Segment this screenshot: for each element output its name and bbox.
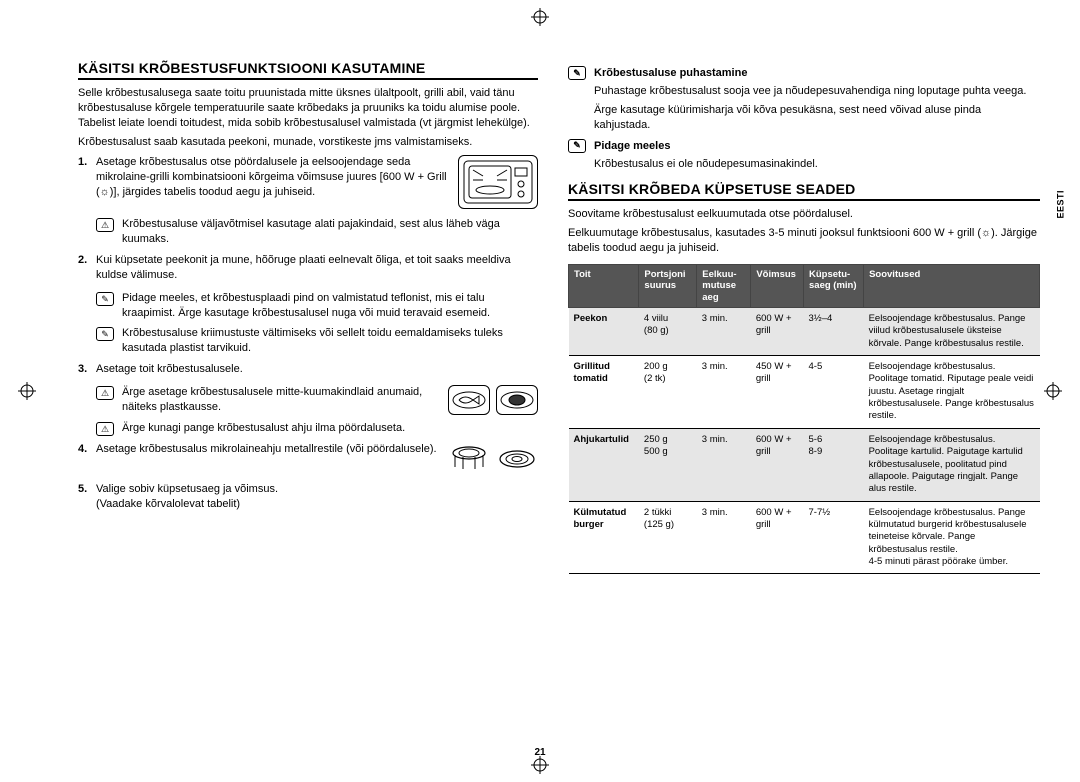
instruction-steps: Asetage krõbestusalus otse pöördalusele …	[78, 155, 538, 209]
table-row: Ahjukartulid 250 g 500 g 3 min. 600 W + …	[569, 428, 1040, 501]
cell-tips: Eelsoojendage krõbestusalus. Poolitage t…	[864, 356, 1040, 429]
note-plastic-utensils-text: Krõbestusaluse kriimustuste vältimiseks …	[122, 326, 538, 356]
cell-food: Grillitud tomatid	[569, 356, 639, 429]
section-heading-crisp-function: KÄSITSI KRÕBESTUSFUNKTSIOONI KASUTAMINE	[78, 60, 538, 80]
step-3: Asetage toit krõbestusalusele.	[78, 362, 538, 377]
warning-hot-plate-text: Krõbestusaluse väljavõtmisel kasutage al…	[122, 217, 538, 247]
note-icon: ✎	[568, 139, 586, 153]
step-1-text: Asetage krõbestusalus otse pöördalusele …	[96, 155, 448, 200]
note-icon: ✎	[568, 66, 586, 80]
cell-portion: 2 tükki (125 g)	[639, 501, 697, 574]
warning-no-plastic: ⚠ Ärge asetage krõbestusalusele mitte-ku…	[78, 385, 538, 415]
step-1: Asetage krõbestusalus otse pöördalusele …	[78, 155, 538, 209]
cell-time: 5-6 8-9	[804, 428, 864, 501]
registration-mark-left	[18, 382, 36, 400]
cell-portion: 4 viilu (80 g)	[639, 308, 697, 356]
th-preheat: Eelkuu-mutuse aeg	[697, 264, 751, 307]
language-tab: EESTI	[1056, 190, 1066, 219]
cell-tips: Eelsoojendage krõbestusalus. Pange külmu…	[864, 501, 1040, 574]
illustration-dish-bowl	[496, 385, 538, 415]
column-left: KÄSITSI KRÕBESTUSFUNKTSIOONI KASUTAMINE …	[78, 60, 538, 574]
intro-paragraph-2: Krõbestusalust saab kasutada peekoni, mu…	[78, 135, 538, 150]
intro-paragraph-1: Selle krõbestusalusega saate toitu pruun…	[78, 86, 538, 131]
cell-time: 3½–4	[804, 308, 864, 356]
registration-mark-bottom	[531, 756, 549, 774]
page-content: KÄSITSI KRÕBESTUSFUNKTSIOONI KASUTAMINE …	[0, 0, 1080, 604]
cell-portion: 250 g 500 g	[639, 428, 697, 501]
cell-preheat: 3 min.	[697, 308, 751, 356]
subheading-remember: ✎ Pidage meeles	[568, 139, 1040, 153]
instruction-steps-cont3: Asetage krõbestusalus mikrolaineahju met…	[78, 442, 538, 512]
warning-hot-plate: ⚠ Krõbestusaluse väljavõtmisel kasutage …	[78, 217, 538, 247]
column-right: ✎ Krõbestusaluse puhastamine Puhastage k…	[568, 60, 1040, 574]
note-teflon-text: Pidage meeles, et krõbestusplaadi pind o…	[122, 291, 538, 321]
cell-power: 600 W + grill	[751, 308, 804, 356]
cooking-settings-table: Toit Portsjoni suurus Eelkuu-mutuse aeg …	[568, 264, 1040, 574]
cell-food: Külmutatud burger	[569, 501, 639, 574]
settings-intro-2: Eelkuumutage krõbestusalus, kasutades 3-…	[568, 226, 1040, 256]
table-row: Külmutatud burger 2 tükki (125 g) 3 min.…	[569, 501, 1040, 574]
cleaning-p2: Ärge kasutage küürimisharja või kõva pes…	[568, 103, 1040, 133]
note-icon: ✎	[96, 327, 114, 341]
illustration-rack-plate-1	[448, 442, 490, 474]
cell-food: Peekon	[569, 308, 639, 356]
cell-preheat: 3 min.	[697, 356, 751, 429]
page-number: 21	[0, 747, 1080, 758]
table-row: Peekon 4 viilu (80 g) 3 min. 600 W + gri…	[569, 308, 1040, 356]
th-power: Võimsus	[751, 264, 804, 307]
th-time: Küpsetu-saeg (min)	[804, 264, 864, 307]
step-4-text: Asetage krõbestusalus mikrolaineahju met…	[96, 442, 438, 457]
cell-food: Ahjukartulid	[569, 428, 639, 501]
cell-time: 4-5	[804, 356, 864, 429]
table-row: Grillitud tomatid 200 g (2 tk) 3 min. 45…	[569, 356, 1040, 429]
registration-mark-top	[531, 8, 549, 26]
warning-icon: ⚠	[96, 218, 114, 232]
cell-portion: 200 g (2 tk)	[639, 356, 697, 429]
step-5: Valige sobiv küpsetusaeg ja võimsus. (Va…	[78, 482, 538, 512]
cleaning-p1: Puhastage krõbestusalust sooja vee ja nõ…	[568, 84, 1040, 99]
registration-mark-right	[1044, 382, 1062, 400]
warning-no-turntable: ⚠ Ärge kunagi pange krõbestusalust ahju …	[78, 421, 538, 436]
remember-p1: Krõbestusalus ei ole nõudepesumasinakind…	[568, 157, 1040, 172]
note-teflon: ✎ Pidage meeles, et krõbestusplaadi pind…	[78, 291, 538, 321]
note-icon: ✎	[96, 292, 114, 306]
section-heading-crisp-settings: KÄSITSI KRÕBEDA KÜPSETUSE SEADED	[568, 181, 1040, 201]
cell-time: 7-7½	[804, 501, 864, 574]
warning-no-plastic-text: Ärge asetage krõbestusalusele mitte-kuum…	[122, 385, 438, 415]
step-2: Kui küpsetate peekonit ja mune, hõõruge …	[78, 253, 538, 283]
step-4: Asetage krõbestusalus mikrolaineahju met…	[78, 442, 538, 474]
instruction-steps-cont: Kui küpsetate peekonit ja mune, hõõruge …	[78, 253, 538, 283]
cell-preheat: 3 min.	[697, 428, 751, 501]
illustration-rack-plate-2	[496, 442, 538, 474]
th-food: Toit	[569, 264, 639, 307]
cell-tips: Eelsoojendage krõbestusalus. Pange viilu…	[864, 308, 1040, 356]
th-portion: Portsjoni suurus	[639, 264, 697, 307]
instruction-steps-cont2: Asetage toit krõbestusalusele.	[78, 362, 538, 377]
cell-power: 450 W + grill	[751, 356, 804, 429]
cell-power: 600 W + grill	[751, 428, 804, 501]
th-tips: Soovitused	[864, 264, 1040, 307]
warning-icon: ⚠	[96, 386, 114, 400]
illustration-microwave	[458, 155, 538, 209]
warning-icon: ⚠	[96, 422, 114, 436]
settings-intro-1: Soovitame krõbestusalust eelkuumutada ot…	[568, 207, 1040, 222]
subheading-cleaning: ✎ Krõbestusaluse puhastamine	[568, 66, 1040, 80]
note-plastic-utensils: ✎ Krõbestusaluse kriimustuste vältimisek…	[78, 326, 538, 356]
illustration-dish-fish	[448, 385, 490, 415]
cell-tips: Eelsoojendage krõbestusalus. Poolitage k…	[864, 428, 1040, 501]
cell-power: 600 W + grill	[751, 501, 804, 574]
warning-no-turntable-text: Ärge kunagi pange krõbestusalust ahju il…	[122, 421, 405, 436]
cell-preheat: 3 min.	[697, 501, 751, 574]
